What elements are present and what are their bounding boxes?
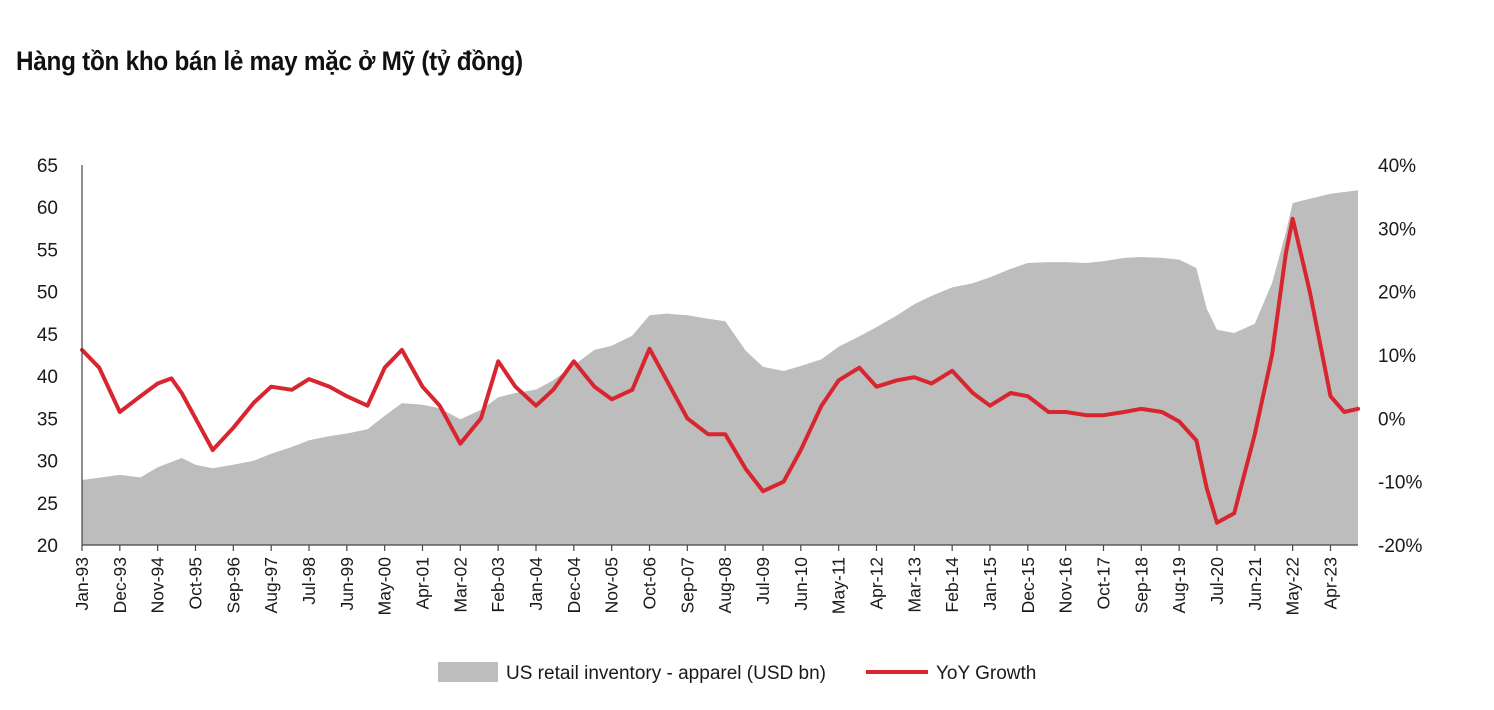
x-tick-label: Mar-13 bbox=[904, 557, 924, 612]
x-tick-label: Jun-99 bbox=[337, 557, 357, 611]
y-left-tick-label: 20 bbox=[37, 536, 58, 557]
x-tick-label: Sep-18 bbox=[1131, 557, 1151, 613]
x-tick-label: Jun-10 bbox=[791, 557, 811, 611]
yoy-growth-line bbox=[80, 216, 1360, 525]
inventory-area bbox=[82, 190, 1358, 546]
y-left-tick-label: 45 bbox=[37, 325, 58, 346]
legend-label-yoy: YoY Growth bbox=[936, 663, 1036, 684]
y-left-tick-label: 60 bbox=[37, 198, 58, 219]
x-tick-label: Apr-23 bbox=[1320, 557, 1340, 610]
x-tick-label: May-11 bbox=[829, 557, 849, 614]
x-tick-label: Oct-17 bbox=[1093, 557, 1113, 610]
x-tick-label: Sep-07 bbox=[677, 557, 697, 613]
x-tick-label: Jul-20 bbox=[1207, 557, 1227, 605]
x-tick-label: Sep-96 bbox=[223, 557, 243, 613]
y-right-tick-label: 20% bbox=[1378, 283, 1416, 304]
x-tick-label: Apr-01 bbox=[412, 557, 432, 610]
x-tick-label: Oct-06 bbox=[639, 557, 659, 610]
x-tick-label: Mar-02 bbox=[450, 557, 470, 612]
x-tick-label: Aug-19 bbox=[1169, 557, 1189, 613]
chart-title: Hàng tồn kho bán lẻ may mặc ở Mỹ (tỷ đồn… bbox=[16, 46, 523, 76]
legend: US retail inventory - apparel (USD bn) Y… bbox=[438, 662, 1036, 684]
legend-label-inventory: US retail inventory - apparel (USD bn) bbox=[506, 663, 826, 684]
y-left-tick-label: 30 bbox=[37, 452, 58, 473]
y-left-tick-label: 55 bbox=[37, 240, 58, 261]
y-right-tick-label: 0% bbox=[1378, 409, 1406, 430]
x-tick-label: Feb-03 bbox=[488, 557, 508, 612]
line-layer bbox=[80, 216, 1360, 525]
x-tick-label: Jun-21 bbox=[1245, 557, 1265, 611]
y-right-tick-label: -20% bbox=[1378, 536, 1422, 557]
x-tick-label: Nov-05 bbox=[602, 557, 622, 613]
y-left-tick-label: 35 bbox=[37, 409, 58, 430]
x-tick-label: Jan-93 bbox=[72, 557, 92, 611]
x-tick-label: Apr-12 bbox=[866, 557, 886, 610]
y-left-tick-label: 65 bbox=[37, 156, 58, 177]
axis-layer: 20 25 30 35 40 45 50 55 60 65 -20% -10% 0% 10% 20% 30% 4… bbox=[37, 156, 1423, 615]
area-layer bbox=[82, 190, 1358, 546]
x-tick-label: Jul-09 bbox=[753, 557, 773, 605]
x-tick-label: Aug-97 bbox=[261, 557, 281, 613]
x-tick-label: Dec-15 bbox=[1018, 557, 1038, 613]
x-tick-label: Oct-95 bbox=[185, 557, 205, 610]
x-tick-label: Jan-04 bbox=[526, 557, 546, 611]
x-tick-label: Jul-98 bbox=[299, 557, 319, 605]
y-right-tick-label: 40% bbox=[1378, 156, 1416, 177]
x-tick-label: Feb-14 bbox=[942, 557, 962, 613]
y-right-tick-label: -10% bbox=[1378, 473, 1422, 494]
y-left-tick-label: 50 bbox=[37, 283, 58, 304]
x-tick-label: Aug-08 bbox=[715, 557, 735, 613]
x-tick-label: Dec-04 bbox=[564, 557, 584, 614]
legend-swatch-inventory bbox=[438, 662, 498, 682]
x-tick-label: May-22 bbox=[1283, 557, 1303, 615]
y-left-tick-label: 40 bbox=[37, 367, 58, 388]
x-tick-label: May-00 bbox=[375, 557, 395, 616]
x-tick-label: Dec-93 bbox=[110, 557, 130, 613]
y-left-tick-label: 25 bbox=[37, 494, 58, 515]
y-right-tick-label: 10% bbox=[1378, 346, 1416, 367]
x-tick-label: Nov-94 bbox=[148, 557, 168, 614]
x-tick-label: Nov-16 bbox=[1056, 557, 1076, 613]
y-right-tick-label: 30% bbox=[1378, 219, 1416, 240]
x-tick-label: Jan-15 bbox=[980, 557, 1000, 611]
